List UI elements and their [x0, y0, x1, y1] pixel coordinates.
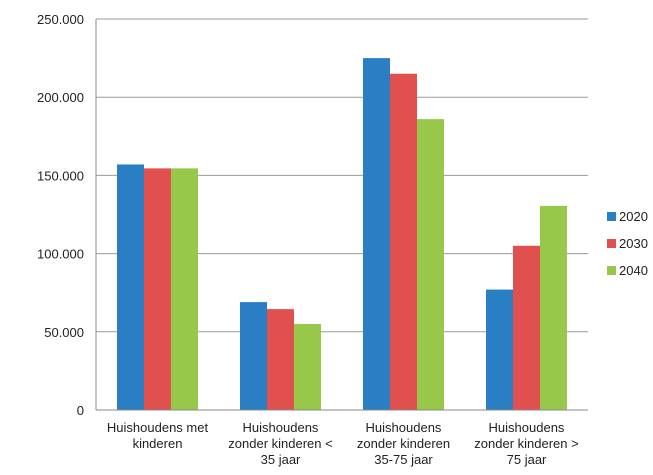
category-label: Huishoudens met kinderen [107, 420, 209, 451]
category-label-line: Huishoudens [489, 420, 565, 435]
bar-2030-2 [267, 309, 294, 410]
legend-label-2020: 2020 [619, 209, 648, 224]
legend-label-2030: 2030 [619, 236, 648, 251]
category-label: Huishoudens zonder kinderen <35 jaar [228, 420, 332, 467]
category-label-line: kinderen [133, 436, 183, 451]
y-tick-labels: 0 50.000 100.000 150.000 200.000 250.000 [37, 12, 84, 418]
bar-2030-4 [513, 245, 540, 410]
y-tick-label: 0 [77, 403, 84, 418]
legend-label-2040: 2040 [619, 263, 648, 278]
bar-2040-1 [171, 168, 198, 410]
bar-2020-3 [363, 58, 390, 410]
bar-2020-2 [240, 302, 267, 410]
bar-2020-4 [486, 289, 513, 410]
bar-2040-3 [417, 119, 444, 410]
category-label-line: zonder kinderen < [228, 436, 332, 451]
category-label-line: 75 jaar [507, 452, 547, 467]
category-label-line: 35 jaar [261, 452, 301, 467]
y-tick-label: 100.000 [37, 247, 84, 262]
category-label: Huishoudens zonder kinderen 35-75 jaar [357, 420, 450, 467]
axes [95, 19, 588, 411]
bars [117, 58, 567, 411]
y-tick-label: 250.000 [37, 12, 84, 27]
y-tick-label: 50.000 [44, 325, 84, 340]
category-label-line: Huishoudens met [107, 420, 209, 435]
legend-swatch-2030 [607, 239, 616, 248]
y-tick-label: 150.000 [37, 168, 84, 183]
legend-swatch-2020 [607, 212, 616, 221]
category-label-line: zonder kinderen > [474, 436, 578, 451]
category-label-line: Huishoudens [366, 420, 442, 435]
bar-2040-4 [540, 205, 567, 410]
category-label-line: 35-75 jaar [374, 452, 433, 467]
category-label-line: Huishoudens [243, 420, 319, 435]
bar-2030-3 [390, 73, 417, 411]
category-label: Huishoudens zonder kinderen >75 jaar [474, 420, 578, 467]
bar-2020-1 [117, 164, 144, 410]
y-tick-label: 200.000 [37, 90, 84, 105]
category-label-line: zonder kinderen [357, 436, 450, 451]
bar-2040-2 [294, 323, 321, 410]
legend: 2020 2030 2040 [607, 209, 648, 278]
legend-swatch-2040 [607, 266, 616, 275]
bar-2030-1 [144, 168, 171, 410]
